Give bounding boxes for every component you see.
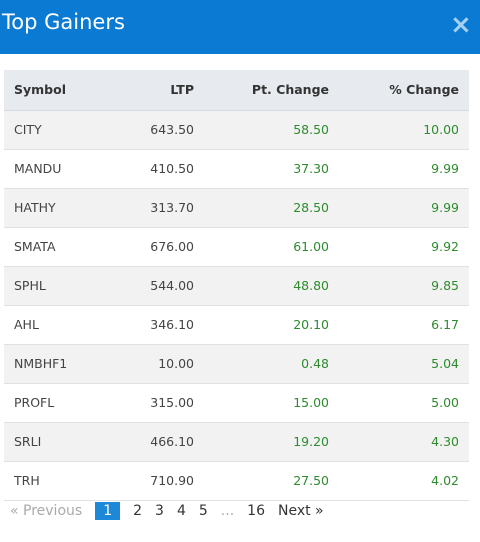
next-page-button[interactable]: Next »	[277, 503, 324, 519]
table-row[interactable]: SPHL 544.00 48.80 9.85	[4, 266, 469, 305]
pt-change-cell: 58.50	[293, 122, 329, 137]
pt-change-cell: 20.10	[293, 317, 329, 332]
symbol-cell[interactable]: AHL	[14, 317, 39, 332]
page-button-4[interactable]: 4	[176, 503, 186, 519]
table-row[interactable]: AHL 346.10 20.10 6.17	[4, 305, 469, 344]
pct-change-cell: 5.04	[431, 356, 459, 371]
page-button-5[interactable]: 5	[198, 503, 208, 519]
page-ellipsis: ...	[220, 503, 235, 519]
column-header-symbol[interactable]: Symbol	[4, 70, 114, 111]
modal-title: Top Gainers	[2, 10, 125, 34]
pct-change-cell: 6.17	[431, 317, 459, 332]
ltp-cell: 410.50	[150, 161, 194, 176]
column-header-pct-change[interactable]: % Change	[339, 70, 469, 111]
pct-change-cell: 9.85	[431, 278, 459, 293]
ltp-cell: 544.00	[150, 278, 194, 293]
page-button-1[interactable]: 1	[95, 502, 121, 520]
symbol-cell[interactable]: CITY	[14, 122, 42, 137]
symbol-cell[interactable]: SPHL	[14, 278, 46, 293]
pct-change-cell: 9.99	[431, 161, 459, 176]
pct-change-cell: 9.92	[431, 239, 459, 254]
symbol-cell[interactable]: MANDU	[14, 161, 62, 176]
page-button-16[interactable]: 16	[247, 503, 265, 519]
previous-page-button[interactable]: « Previous	[10, 503, 83, 519]
symbol-cell[interactable]: TRH	[14, 473, 40, 488]
gainers-table-container: Symbol LTP Pt. Change % Change CITY 643.5…	[4, 70, 469, 501]
close-icon[interactable]: ×	[450, 10, 472, 40]
page-button-2[interactable]: 2	[133, 503, 143, 519]
pagination: « Previous 1 2 3 4 5 ... 16 Next »	[10, 500, 337, 522]
symbol-cell[interactable]: NMBHF1	[14, 356, 68, 371]
symbol-cell[interactable]: PROFL	[14, 395, 55, 410]
ltp-cell: 346.10	[150, 317, 194, 332]
pt-change-cell: 48.80	[293, 278, 329, 293]
symbol-cell[interactable]: HATHY	[14, 200, 56, 215]
ltp-cell: 676.00	[150, 239, 194, 254]
pct-change-cell: 4.02	[431, 473, 459, 488]
table-row[interactable]: CITY 643.50 58.50 10.00	[4, 110, 469, 149]
modal-header: Top Gainers ×	[0, 0, 480, 54]
page-button-3[interactable]: 3	[155, 503, 164, 519]
table-row[interactable]: HATHY 313.70 28.50 9.99	[4, 188, 469, 227]
pct-change-cell: 9.99	[431, 200, 459, 215]
pt-change-cell: 61.00	[293, 239, 329, 254]
symbol-cell[interactable]: SMATA	[14, 239, 56, 254]
symbol-cell[interactable]: SRLI	[14, 434, 42, 449]
table-row[interactable]: NMBHF1 10.00 0.48 5.04	[4, 344, 469, 383]
pt-change-cell: 0.48	[301, 356, 329, 371]
pt-change-cell: 19.20	[293, 434, 329, 449]
table-row[interactable]: TRH 710.90 27.50 4.02	[4, 461, 469, 500]
table-row[interactable]: SRLI 466.10 19.20 4.30	[4, 422, 469, 461]
pt-change-cell: 27.50	[293, 473, 329, 488]
table-header-row: Symbol LTP Pt. Change % Change	[4, 70, 469, 111]
pt-change-cell: 15.00	[293, 395, 329, 410]
pct-change-cell: 4.30	[431, 434, 459, 449]
ltp-cell: 466.10	[150, 434, 194, 449]
ltp-cell: 10.00	[158, 356, 194, 371]
pct-change-cell: 5.00	[431, 395, 459, 410]
table-row[interactable]: MANDU 410.50 37.30 9.99	[4, 149, 469, 188]
table-row[interactable]: PROFL 315.00 15.00 5.00	[4, 383, 469, 422]
ltp-cell: 710.90	[150, 473, 194, 488]
column-header-ltp[interactable]: LTP	[114, 70, 204, 111]
table-row[interactable]: SMATA 676.00 61.00 9.92	[4, 227, 469, 266]
gainers-table: Symbol LTP Pt. Change % Change CITY 643.5…	[4, 70, 469, 501]
pt-change-cell: 37.30	[293, 161, 329, 176]
column-header-pt-change[interactable]: Pt. Change	[204, 70, 339, 111]
ltp-cell: 643.50	[150, 122, 194, 137]
ltp-cell: 313.70	[150, 200, 194, 215]
pt-change-cell: 28.50	[293, 200, 329, 215]
ltp-cell: 315.00	[150, 395, 194, 410]
pct-change-cell: 10.00	[423, 122, 459, 137]
